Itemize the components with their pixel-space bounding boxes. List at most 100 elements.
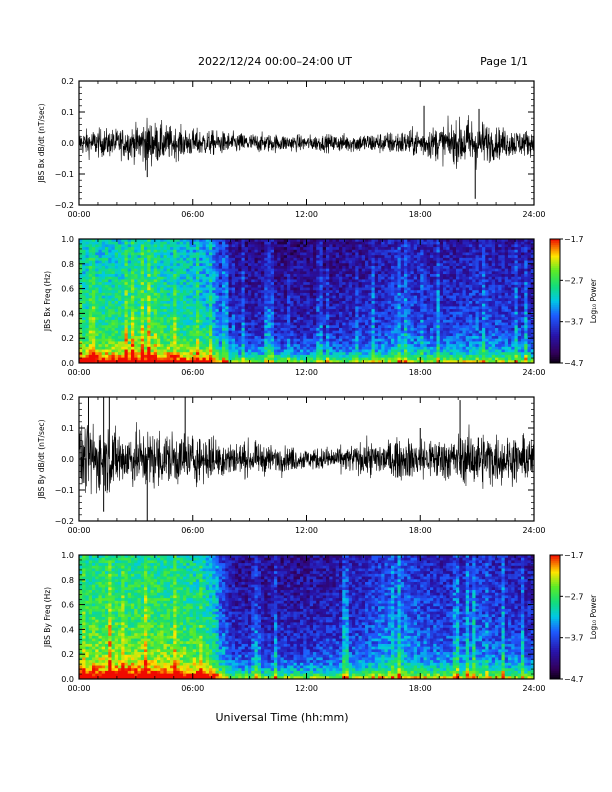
spectrogram-cell (144, 252, 148, 256)
spectrogram-cell (374, 239, 379, 243)
spectrogram-cell (313, 274, 317, 278)
spectrogram-cell (345, 317, 350, 321)
spectrogram-cell (361, 268, 366, 272)
spectrogram-cell (124, 295, 129, 299)
spectrogram-cell (157, 341, 161, 345)
spectrogram-cell (170, 322, 174, 326)
spectrogram-cell (202, 338, 207, 342)
spectrogram-cell (374, 257, 379, 261)
spectrogram-cell (404, 352, 408, 356)
spectrogram-cell (316, 241, 320, 245)
spectrogram-cell (280, 346, 285, 350)
spectrogram-cell (118, 276, 122, 280)
spectrogram-cell (170, 265, 174, 270)
spectrogram-cell (179, 319, 184, 323)
spectrogram-cell (361, 354, 366, 359)
spectrogram-cell (306, 314, 311, 318)
spectrogram-cell (235, 319, 239, 323)
spectrogram-cell (199, 303, 203, 307)
spectrogram-cell (277, 346, 281, 350)
spectrogram-cell (235, 333, 239, 337)
spectrogram-cell (417, 357, 421, 361)
spectrogram-cell (264, 252, 268, 256)
spectrogram-cell (225, 357, 229, 361)
spectrogram-cell (322, 287, 327, 291)
spectrogram-cell (118, 333, 122, 337)
spectrogram-cell (244, 357, 249, 361)
spectrogram-cell (92, 352, 96, 356)
spectrogram-cell (352, 282, 356, 286)
spectrogram-cell (173, 276, 177, 280)
spectrogram-cell (235, 263, 239, 267)
spectrogram-cell (173, 241, 177, 245)
spectrogram-cell (238, 303, 242, 307)
spectrogram-cell (358, 338, 363, 342)
spectrogram-cell (391, 263, 395, 267)
spectrogram-cell (306, 349, 311, 353)
spectrogram-cell (326, 344, 330, 348)
spectrogram-cell (267, 255, 272, 259)
spectrogram-cell (131, 314, 135, 318)
spectrogram-cell (225, 255, 229, 259)
spectrogram-cell (199, 346, 203, 350)
spectrogram-cell (176, 276, 181, 280)
spectrogram-cell (179, 263, 184, 267)
spectrogram-cell (95, 287, 99, 291)
spectrogram-cell (241, 314, 246, 318)
spectrogram-cell (345, 276, 350, 280)
spectrogram-cell (192, 344, 197, 348)
spectrogram-cell (283, 284, 288, 288)
spectrogram-cell (296, 252, 301, 256)
spectrogram-cell (394, 244, 398, 248)
spectrogram-cell (316, 344, 320, 348)
spectrogram-cell (186, 338, 190, 342)
spectrogram-cell (417, 344, 421, 348)
spectrogram-cell (209, 336, 213, 340)
spectrogram-cell (306, 317, 311, 321)
spectrogram-cell (361, 260, 366, 264)
spectrogram-cell (144, 284, 148, 288)
spectrogram-cell (228, 303, 233, 307)
spectrogram-cell (121, 344, 125, 348)
spectrogram-cell (303, 249, 307, 253)
spectrogram-cell (381, 290, 385, 294)
spectrogram-cell (329, 317, 333, 321)
spectrogram-cell (163, 301, 168, 305)
spectrogram-cell (381, 287, 385, 291)
spectrogram-cell (374, 292, 379, 297)
spectrogram-cell (384, 263, 389, 267)
x-tick-label: 18:00 (409, 210, 432, 219)
spectrogram-cell (114, 349, 119, 353)
spectrogram-cell (342, 284, 346, 288)
spectrogram-cell (296, 249, 301, 253)
spectrogram-cell (157, 255, 161, 259)
spectrogram-cell (378, 249, 382, 253)
spectrogram-cell (355, 260, 359, 264)
spectrogram-cell (92, 338, 96, 342)
spectrogram-cell (420, 330, 424, 334)
spectrogram-cell (277, 306, 281, 310)
spectrogram-cell (355, 360, 359, 364)
spectrogram-cell (192, 338, 197, 342)
spectrogram-cell (254, 276, 259, 280)
spectrogram-cell (365, 317, 369, 321)
spectrogram-cell (267, 303, 272, 307)
spectrogram-cell (313, 276, 317, 280)
spectrogram-cell (394, 287, 398, 291)
spectrogram-cell (108, 325, 112, 329)
spectrogram-cell (225, 319, 229, 323)
spectrogram-cell (254, 338, 259, 342)
spectrogram-cell (183, 306, 187, 310)
spectrogram-cell (144, 282, 148, 286)
spectrogram-cell (137, 338, 142, 342)
spectrogram-cell (378, 268, 382, 272)
spectrogram-cell (413, 360, 418, 364)
spectrogram-cell (384, 255, 389, 259)
spectrogram-cell (166, 298, 171, 302)
spectrogram-cell (137, 298, 142, 302)
spectrogram-cell (235, 338, 239, 342)
spectrogram-cell (88, 336, 93, 340)
spectrogram-cell (92, 317, 96, 321)
spectrogram-cell (264, 333, 268, 337)
spectrogram-cell (277, 349, 281, 353)
